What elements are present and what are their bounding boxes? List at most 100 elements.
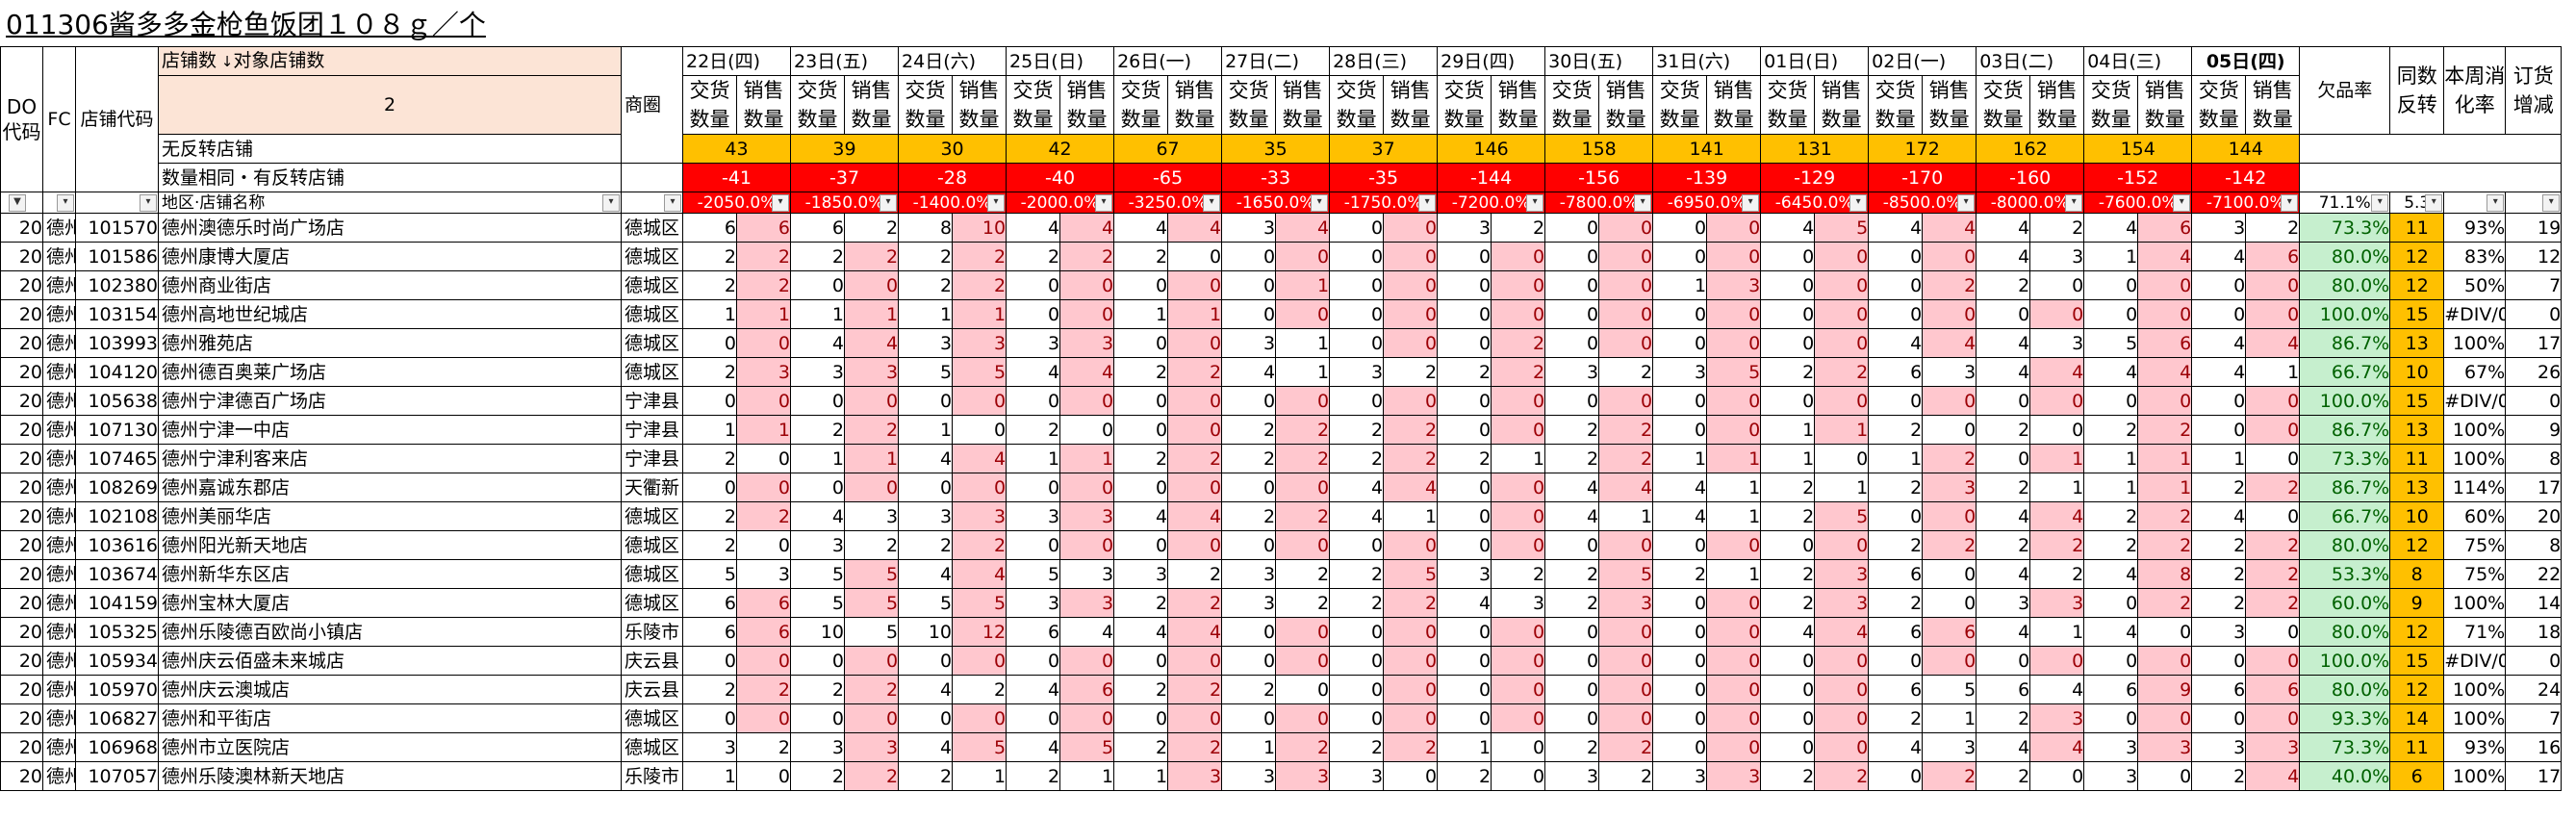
sales-qty-cell[interactable]: 0 — [1922, 501, 1977, 531]
delivery-qty-cell[interactable]: 3 — [1544, 761, 1600, 791]
same-reverse-cell[interactable]: 13 — [2389, 473, 2445, 502]
sales-qty-cell[interactable]: 0 — [1275, 242, 1331, 271]
sales-qty-cell[interactable]: 2 — [735, 732, 792, 762]
sales-qty-cell[interactable]: 0 — [1059, 530, 1115, 560]
sales-qty-cell[interactable]: 2 — [1814, 357, 1870, 387]
sales-qty-cell[interactable]: 2 — [735, 270, 792, 300]
delivery-qty-cell[interactable]: 0 — [790, 386, 846, 416]
sales-qty-cell[interactable]: 3 — [844, 501, 900, 531]
store-name-cell[interactable]: 德州乐陵澳林新天地店 — [158, 761, 622, 791]
sales-qty-cell[interactable]: 3 — [1167, 761, 1223, 791]
sales-qty-cell[interactable]: 0 — [1275, 646, 1331, 676]
delivery-qty-cell[interactable]: 0 — [1437, 299, 1492, 329]
delivery-qty-cell[interactable]: 2 — [2191, 588, 2247, 618]
delivery-qty-cell[interactable]: 1 — [682, 761, 737, 791]
delivery-qty-cell[interactable]: 0 — [1437, 530, 1492, 560]
sales-qty-cell[interactable]: 2 — [1383, 732, 1439, 762]
delivery-qty-cell[interactable]: 5 — [2083, 328, 2139, 358]
sales-qty-cell[interactable]: 0 — [2029, 415, 2085, 445]
delivery-qty-cell[interactable]: 0 — [1329, 242, 1385, 271]
delivery-qty-cell[interactable]: 4 — [898, 675, 954, 704]
sales-qty-cell[interactable]: 0 — [735, 530, 792, 560]
do-code-cell[interactable]: 20 — [0, 242, 43, 271]
sales-qty-cell[interactable]: 3 — [844, 732, 900, 762]
district-cell[interactable]: 乐陵市 — [621, 761, 683, 791]
delivery-qty-cell[interactable]: 1 — [1113, 299, 1169, 329]
delivery-qty-cell[interactable]: 2 — [790, 761, 846, 791]
sales-qty-cell[interactable]: 0 — [2029, 761, 2085, 791]
sales-qty-cell[interactable]: 0 — [1275, 299, 1331, 329]
filter-dropdown-icon[interactable]: ▾ — [2487, 194, 2505, 212]
order-change-cell[interactable]: 17 — [2505, 328, 2563, 358]
delivery-qty-cell[interactable]: 4 — [1868, 732, 1924, 762]
delivery-qty-cell[interactable]: 2 — [898, 242, 954, 271]
sales-qty-cell[interactable]: 2 — [1275, 444, 1331, 473]
sales-qty-cell[interactable]: 2 — [1491, 213, 1546, 243]
delivery-qty-cell[interactable]: 4 — [1976, 357, 2031, 387]
sales-qty-cell[interactable]: 0 — [1275, 386, 1331, 416]
do-code-cell[interactable]: 20 — [0, 703, 43, 733]
delivery-qty-cell[interactable]: 2 — [682, 444, 737, 473]
delivery-qty-cell[interactable]: 1 — [1113, 761, 1169, 791]
delivery-qty-cell[interactable]: 0 — [1652, 242, 1708, 271]
sales-qty-cell[interactable]: 0 — [2029, 270, 2085, 300]
sales-qty-cell[interactable]: 3 — [2029, 588, 2085, 618]
delivery-qty-cell[interactable]: 4 — [1544, 473, 1600, 502]
delivery-qty-cell[interactable]: 0 — [1760, 328, 1816, 358]
delivery-qty-cell[interactable]: 6 — [1006, 617, 1061, 647]
delivery-qty-cell[interactable]: 2 — [1221, 444, 1277, 473]
sales-qty-cell[interactable]: 1 — [1275, 357, 1331, 387]
delivery-qty-cell[interactable]: 0 — [1006, 646, 1061, 676]
sales-qty-cell[interactable]: 0 — [1275, 530, 1331, 560]
sales-qty-cell[interactable]: 1 — [1814, 415, 1870, 445]
delivery-qty-cell[interactable]: 4 — [1006, 357, 1061, 387]
order-change-cell[interactable]: 0 — [2505, 646, 2563, 676]
delivery-qty-cell[interactable]: 2 — [1113, 444, 1169, 473]
delivery-qty-cell[interactable]: 2 — [682, 357, 737, 387]
delivery-qty-cell[interactable]: 6 — [1976, 675, 2031, 704]
sales-qty-cell[interactable]: 0 — [1383, 270, 1439, 300]
store-name-cell[interactable]: 德州庆云佰盛未来城店 — [158, 646, 622, 676]
delivery-qty-cell[interactable]: 0 — [1652, 213, 1708, 243]
sales-qty-cell[interactable]: 4 — [2029, 501, 2085, 531]
sales-qty-cell[interactable]: 0 — [1922, 646, 1977, 676]
sales-qty-cell[interactable]: 1 — [2029, 473, 2085, 502]
store-name-cell[interactable]: 德州美丽华店 — [158, 501, 622, 531]
sales-qty-cell[interactable]: 5 — [844, 588, 900, 618]
same-reverse-cell[interactable]: 15 — [2389, 386, 2445, 416]
delivery-qty-cell[interactable]: 0 — [1544, 299, 1600, 329]
shortage-rate-cell[interactable]: 86.7% — [2299, 473, 2391, 502]
sales-qty-cell[interactable]: 0 — [1814, 530, 1870, 560]
shortage-rate-cell[interactable]: 73.3% — [2299, 213, 2391, 243]
delivery-qty-cell[interactable]: 4 — [1221, 357, 1277, 387]
delivery-qty-cell[interactable]: 4 — [2083, 213, 2139, 243]
same-reverse-cell[interactable]: 8 — [2389, 559, 2445, 589]
weekly-digest-cell[interactable]: 60% — [2443, 501, 2507, 531]
sales-qty-cell[interactable]: 1 — [2137, 444, 2193, 473]
delivery-qty-cell[interactable]: 3 — [1006, 501, 1061, 531]
delivery-qty-cell[interactable]: 1 — [898, 415, 954, 445]
sales-qty-cell[interactable]: 3 — [2137, 732, 2193, 762]
store-code-cell[interactable]: 104120 — [75, 357, 159, 387]
order-change-cell[interactable]: 0 — [2505, 386, 2563, 416]
delivery-qty-cell[interactable]: 2 — [1760, 501, 1816, 531]
delivery-qty-cell[interactable]: 0 — [1437, 501, 1492, 531]
delivery-qty-cell[interactable]: 2 — [1006, 242, 1061, 271]
sales-qty-cell[interactable]: 2 — [1598, 732, 1654, 762]
order-change-cell[interactable]: 20 — [2505, 501, 2563, 531]
delivery-qty-cell[interactable]: 5 — [1006, 559, 1061, 589]
weekly-digest-cell[interactable]: 100% — [2443, 328, 2507, 358]
delivery-qty-cell[interactable]: 0 — [1113, 473, 1169, 502]
order-change-cell[interactable]: 17 — [2505, 761, 2563, 791]
sales-qty-cell[interactable]: 4 — [2137, 242, 2193, 271]
delivery-qty-cell[interactable]: 0 — [898, 703, 954, 733]
delivery-qty-cell[interactable]: 2 — [1868, 473, 1924, 502]
store-code-cell[interactable]: 107057 — [75, 761, 159, 791]
sales-qty-cell[interactable]: 1 — [1059, 761, 1115, 791]
sales-qty-cell[interactable]: 0 — [1706, 328, 1762, 358]
weekly-digest-cell[interactable]: 100% — [2443, 444, 2507, 473]
sales-qty-cell[interactable]: 0 — [1922, 415, 1977, 445]
filter-dropdown-icon[interactable]: ▾ — [1742, 194, 1760, 212]
sales-qty-cell[interactable]: 1 — [844, 299, 900, 329]
sales-qty-cell[interactable]: 0 — [1814, 646, 1870, 676]
